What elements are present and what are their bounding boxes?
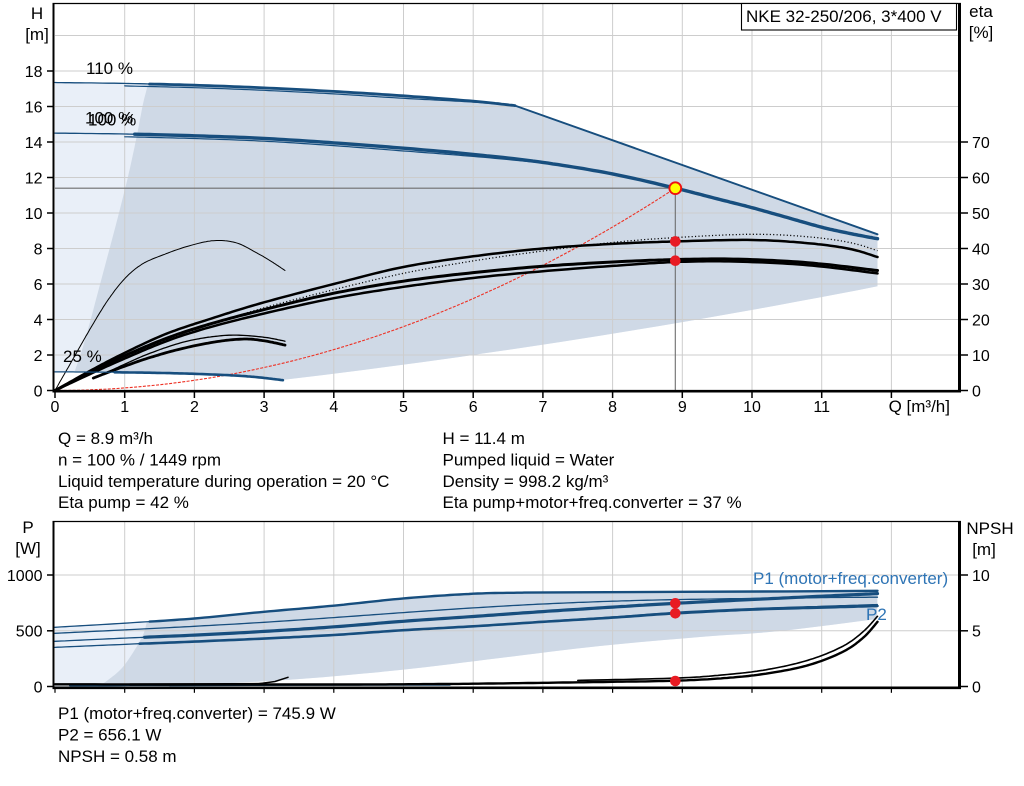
svg-text:4: 4 xyxy=(329,399,338,416)
svg-text:8: 8 xyxy=(608,399,617,416)
svg-text:5: 5 xyxy=(399,399,408,416)
svg-text:0: 0 xyxy=(34,383,43,400)
svg-text:40: 40 xyxy=(972,241,990,258)
svg-text:100 %: 100 % xyxy=(85,109,133,128)
svg-text:P1 (motor+freq.converter): P1 (motor+freq.converter) xyxy=(753,569,948,588)
svg-text:Eta pump+motor+freq.converter: Eta pump+motor+freq.converter = 37 % xyxy=(443,493,742,512)
svg-text:0: 0 xyxy=(972,383,981,400)
svg-text:10: 10 xyxy=(972,568,990,585)
svg-text:Eta pump = 42 %: Eta pump = 42 % xyxy=(58,493,189,512)
svg-text:25 %: 25 % xyxy=(63,347,102,366)
svg-text:Density = 998.2 kg/m³: Density = 998.2 kg/m³ xyxy=(443,472,609,491)
svg-text:10: 10 xyxy=(972,348,990,365)
svg-text:0: 0 xyxy=(972,679,981,696)
svg-text:3: 3 xyxy=(260,399,269,416)
svg-text:9: 9 xyxy=(678,399,687,416)
svg-text:Liquid temperature during oper: Liquid temperature during operation = 20… xyxy=(58,472,389,491)
svg-text:6: 6 xyxy=(469,399,478,416)
svg-text:P2 = 656.1 W: P2 = 656.1 W xyxy=(58,726,161,745)
svg-text:Q = 8.9 m³/h: Q = 8.9 m³/h xyxy=(58,429,153,448)
svg-text:6: 6 xyxy=(34,277,43,294)
svg-text:Pumped liquid = Water: Pumped liquid = Water xyxy=(443,450,615,469)
svg-text:1: 1 xyxy=(120,399,129,416)
svg-text:0: 0 xyxy=(34,679,43,696)
svg-text:7: 7 xyxy=(538,399,547,416)
svg-text:H: H xyxy=(31,4,43,23)
svg-text:P: P xyxy=(22,518,33,537)
svg-text:10: 10 xyxy=(743,399,761,416)
svg-text:P2: P2 xyxy=(866,605,887,624)
svg-text:50: 50 xyxy=(972,206,990,223)
svg-text:Q [m³/h]: Q [m³/h] xyxy=(889,397,950,416)
svg-text:[m]: [m] xyxy=(972,540,996,559)
svg-text:20: 20 xyxy=(972,312,990,329)
svg-text:NPSH = 0.58 m: NPSH = 0.58 m xyxy=(58,747,177,766)
svg-text:30: 30 xyxy=(972,277,990,294)
svg-text:2: 2 xyxy=(34,348,43,365)
svg-text:H = 11.4 m: H = 11.4 m xyxy=(443,429,525,448)
svg-text:[W]: [W] xyxy=(15,539,41,558)
svg-text:60: 60 xyxy=(972,170,990,187)
svg-text:2: 2 xyxy=(190,399,199,416)
svg-text:eta: eta xyxy=(969,2,993,21)
svg-text:5: 5 xyxy=(972,624,981,641)
svg-text:P1 (motor+freq.converter) = 74: P1 (motor+freq.converter) = 745.9 W xyxy=(58,704,336,723)
svg-text:[%]: [%] xyxy=(969,23,994,42)
svg-text:1000: 1000 xyxy=(7,568,43,585)
svg-text:4: 4 xyxy=(34,312,43,329)
svg-text:NPSH: NPSH xyxy=(966,519,1013,538)
svg-text:[m]: [m] xyxy=(25,25,49,44)
svg-text:70: 70 xyxy=(972,135,990,152)
svg-text:NKE 32-250/206, 3*400 V: NKE 32-250/206, 3*400 V xyxy=(746,7,942,26)
svg-text:500: 500 xyxy=(16,624,43,641)
svg-text:n = 100 % / 1449 rpm: n = 100 % / 1449 rpm xyxy=(58,450,221,469)
svg-text:18: 18 xyxy=(25,64,43,81)
svg-text:11: 11 xyxy=(813,399,830,416)
svg-text:0: 0 xyxy=(51,399,60,416)
svg-text:16: 16 xyxy=(25,99,43,116)
svg-text:10: 10 xyxy=(25,206,43,223)
svg-text:8: 8 xyxy=(34,241,43,258)
svg-text:110 %: 110 % xyxy=(86,59,133,78)
svg-text:100 %: 100 % xyxy=(88,111,136,130)
svg-text:14: 14 xyxy=(25,135,43,152)
svg-text:12: 12 xyxy=(25,170,43,187)
